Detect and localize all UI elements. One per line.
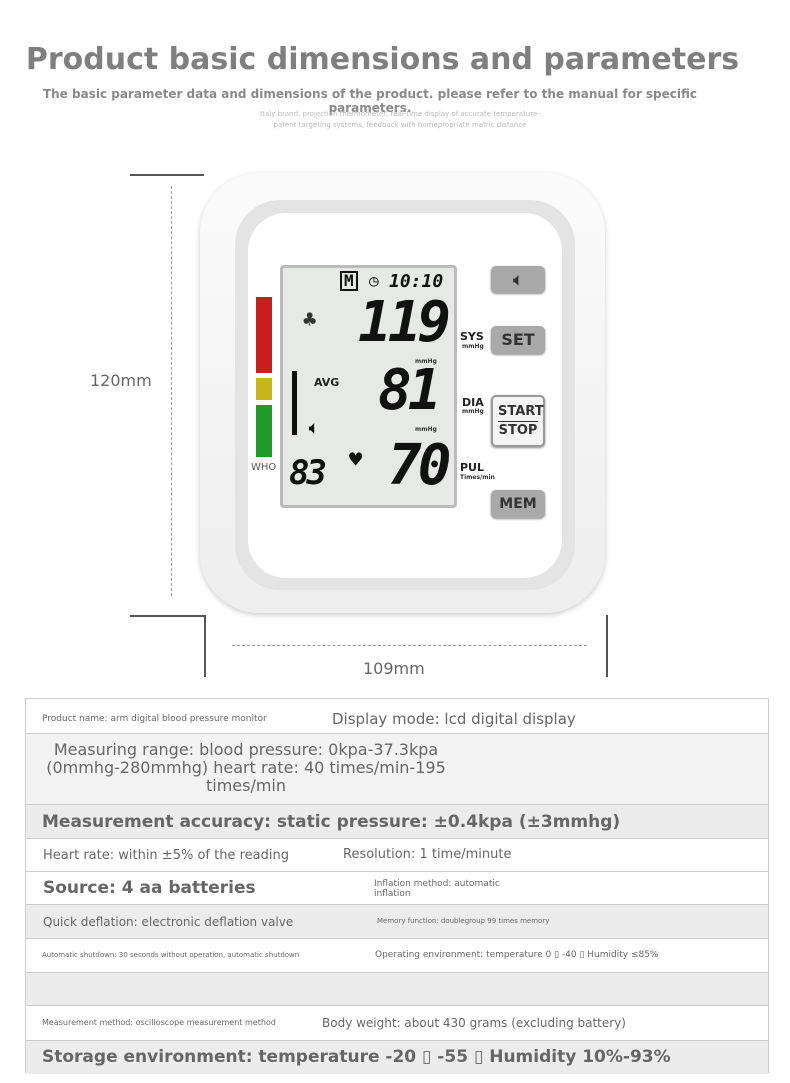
- lcd-display: M ◷ 10:10 ♣ 119 mmHg AVG 81 mmHg 🔈︎ 83 ♥…: [280, 265, 457, 508]
- spec-range: Measuring range: blood pressure: 0kpa-37…: [26, 741, 466, 795]
- width-label: 109mm: [363, 659, 425, 678]
- spec-memory: Memory function: doublegroup 99 times me…: [377, 917, 550, 925]
- dimension-line: [130, 615, 204, 617]
- stop-label: STOP: [498, 423, 538, 438]
- spec-display-mode: Display mode: lcd digital display: [332, 710, 576, 728]
- table-row: Quick deflation: electronic deflation va…: [26, 905, 768, 939]
- who-label: WHO: [251, 462, 277, 473]
- sys-unit: mmHg: [415, 358, 437, 365]
- sys-label-unit: mmHg: [462, 343, 484, 350]
- heartbeat-icon: ♥: [349, 448, 363, 473]
- mem-button[interactable]: MEM: [491, 490, 545, 518]
- width-guide: [232, 645, 587, 646]
- dia-unit: mmHg: [415, 426, 437, 433]
- table-row: Measurement accuracy: static pressure: ±…: [26, 805, 768, 839]
- who-yellow-bar: [256, 378, 272, 400]
- user-icon: ♣: [303, 308, 317, 333]
- time-readout: 10:10: [389, 271, 444, 292]
- table-row: [26, 973, 768, 1006]
- start-label: START: [498, 403, 544, 422]
- spec-heart-rate: Heart rate: within ±5% of the reading: [43, 848, 289, 863]
- spec-weight: Body weight: about 430 grams (excluding …: [322, 1016, 626, 1030]
- table-row: Storage environment: temperature -20 ▯ -…: [26, 1041, 768, 1074]
- dia-label-unit: mmHg: [462, 408, 484, 415]
- spec-range-line: Measuring range: blood pressure: 0kpa-37…: [53, 740, 439, 759]
- height-guide: [171, 186, 172, 596]
- spec-method: Measurement method: oscilloscope measure…: [42, 1018, 276, 1027]
- spec-storage: Storage environment: temperature -20 ▯ -…: [42, 1047, 671, 1067]
- page-subtitle: The basic parameter data and dimensions …: [42, 87, 698, 115]
- avg-bar: [292, 371, 297, 435]
- spec-resolution: Resolution: 1 time/minute: [343, 847, 512, 862]
- page-title: Product basic dimensions and parameters: [25, 42, 740, 77]
- table-row: Automatic shutdown: 30 seconds without o…: [26, 939, 768, 973]
- sys-value: 119: [358, 290, 451, 355]
- tagline-line: Italy brand, projection thermometer, rea…: [260, 110, 540, 118]
- dia-label: DIA: [462, 396, 484, 409]
- clock-icon: ◷: [369, 271, 379, 290]
- spec-source: Source: 4 aa batteries: [43, 878, 256, 898]
- avg-label: AVG: [314, 376, 340, 389]
- dia-value: 81: [378, 358, 441, 423]
- set-button[interactable]: SET: [491, 326, 545, 354]
- dimension-line: [204, 615, 206, 677]
- spec-inflation: Inflation method: automatic inflation: [374, 879, 500, 899]
- table-row: Product name: arm digital blood pressure…: [26, 699, 768, 734]
- start-stop-button[interactable]: START STOP: [491, 395, 545, 447]
- spec-range-line: times/min: [205, 776, 287, 795]
- memory-number: 83: [289, 453, 327, 493]
- dimension-line: [606, 615, 608, 677]
- who-green-bar: [256, 405, 272, 457]
- table-row: Source: 4 aa batteries Inflation method:…: [26, 872, 768, 905]
- spec-product-name: Product name: arm digital blood pressure…: [42, 714, 267, 724]
- tagline-line: patent targeting systems, feedback with …: [273, 121, 527, 129]
- sys-label: SYS: [460, 330, 484, 343]
- dimension-line: [130, 174, 204, 176]
- spec-range-line: (0mmhg-280mmhg) heart rate: 40 times/min…: [46, 758, 446, 777]
- table-row: Heart rate: within ±5% of the reading Re…: [26, 839, 768, 872]
- spec-shutdown: Automatic shutdown: 30 seconds without o…: [42, 951, 300, 959]
- spec-deflation: Quick deflation: electronic deflation va…: [43, 915, 294, 929]
- spec-table: Product name: arm digital blood pressure…: [25, 698, 769, 1074]
- table-row: Measuring range: blood pressure: 0kpa-37…: [26, 734, 768, 805]
- pul-unit: Times/min: [460, 474, 495, 481]
- height-label: 120mm: [90, 371, 152, 390]
- who-red-bar: [256, 297, 272, 373]
- pulse-value: 70: [388, 433, 451, 498]
- spec-operating: Operating environment: temperature 0 ▯ -…: [375, 950, 659, 960]
- spec-accuracy: Measurement accuracy: static pressure: ±…: [42, 812, 621, 832]
- spec-inflation-line: Inflation method: automatic: [374, 879, 500, 889]
- tagline: Italy brand, projection thermometer, rea…: [200, 109, 600, 131]
- pul-label: PUL: [460, 461, 485, 474]
- speaker-icon: 🔈︎: [309, 418, 319, 437]
- speaker-icon: 🔈︎: [513, 270, 523, 289]
- table-row: Measurement method: oscilloscope measure…: [26, 1006, 768, 1041]
- spec-inflation-line: inflation: [374, 889, 411, 899]
- sound-button[interactable]: 🔈︎: [491, 266, 545, 293]
- memory-indicator: M: [340, 271, 358, 291]
